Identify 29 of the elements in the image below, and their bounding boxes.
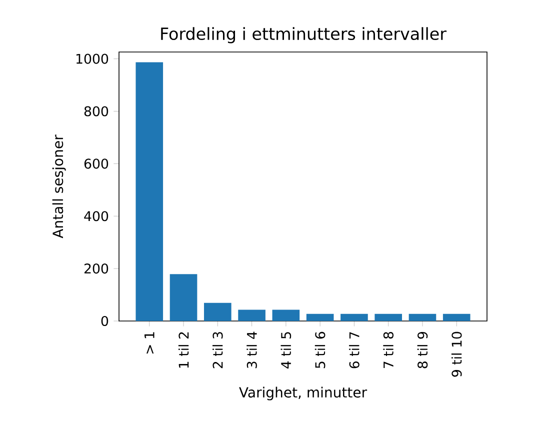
bar <box>170 274 198 321</box>
y-tick-label: 400 <box>84 211 108 222</box>
x-tick-label: 4 til 5 <box>280 332 292 368</box>
x-tick-label: 3 til 4 <box>246 332 257 368</box>
x-tick-label: > 1 <box>144 332 154 354</box>
bar <box>408 314 436 321</box>
bar <box>306 314 334 321</box>
x-tick-label: 2 til 3 <box>212 332 223 368</box>
bar <box>442 314 470 321</box>
x-tick-label: 6 til 7 <box>349 332 360 368</box>
x-tick-label: 1 til 2 <box>178 332 189 368</box>
bar <box>374 314 402 321</box>
bar <box>238 310 266 321</box>
x-tick-label: 8 til 9 <box>417 332 428 368</box>
y-tick-label: 1000 <box>76 54 108 64</box>
x-tick-label: 5 til 6 <box>314 332 326 368</box>
x-axis-title: Varighet, minutter <box>239 386 368 400</box>
y-tick-label: 0 <box>101 316 108 326</box>
chart-title: Fordeling i ettminutters intervaller <box>161 27 446 44</box>
bar <box>272 310 300 321</box>
y-tick-label: 600 <box>84 158 108 169</box>
bar <box>136 62 164 321</box>
x-tick-label: 9 til 10 <box>451 332 462 377</box>
bar <box>204 302 232 321</box>
y-axis-title: Antall sesjoner <box>52 134 66 238</box>
y-tick-label: 200 <box>84 264 108 274</box>
bar <box>340 314 368 321</box>
x-tick-label: 7 til 8 <box>383 332 394 368</box>
y-tick-label: 800 <box>84 106 108 116</box>
